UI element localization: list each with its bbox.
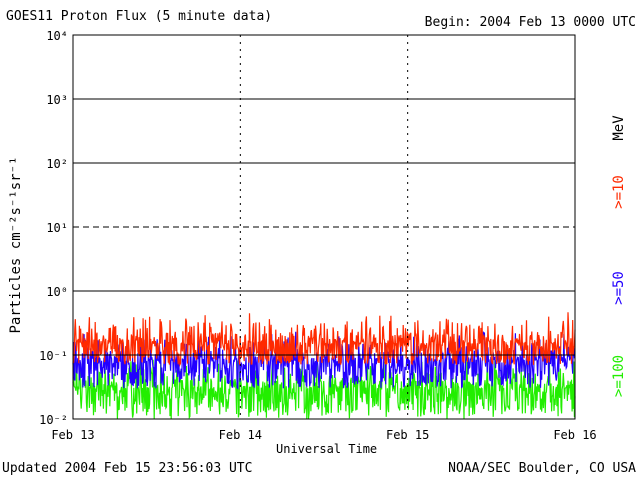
y-tick-label: 10¹ bbox=[46, 221, 68, 235]
x-tick-labels: Feb 13 Feb 14 Feb 15 Feb 16 bbox=[51, 428, 596, 442]
data-traces bbox=[72, 312, 576, 420]
x-tick-label: Feb 13 bbox=[51, 428, 94, 442]
y-tick-label: 10⁻² bbox=[39, 413, 68, 427]
x-tick-label: Feb 14 bbox=[219, 428, 262, 442]
y-tick-label: 10³ bbox=[46, 93, 68, 107]
y-tick-label: 10² bbox=[46, 157, 68, 171]
grid-lines bbox=[73, 35, 575, 419]
credit-label: NOAA/SEC Boulder, CO USA bbox=[448, 461, 636, 476]
begin-time: Begin: 2004 Feb 13 0000 UTC bbox=[424, 15, 636, 30]
x-axis-label: Universal Time bbox=[276, 442, 378, 456]
y-tick-label: 10⁻¹ bbox=[39, 349, 68, 363]
series-line bbox=[72, 357, 576, 420]
updated-time: Updated 2004 Feb 15 23:56:03 UTC bbox=[2, 461, 253, 476]
y-tick-labels: 10⁻² 10⁻¹ 10⁰ 10¹ 10² 10³ 10⁴ bbox=[39, 29, 79, 427]
legend-label-50mev: >=50 bbox=[611, 271, 627, 305]
y-axis-label: Particles cm⁻²s⁻¹sr⁻¹ bbox=[8, 156, 24, 333]
y-tick-label: 10⁰ bbox=[46, 285, 68, 299]
legend-label-10mev: >=10 bbox=[611, 175, 627, 209]
x-tick-label: Feb 15 bbox=[386, 428, 429, 442]
x-tick-label: Feb 16 bbox=[553, 428, 596, 442]
unit-label: MeV bbox=[611, 115, 627, 141]
y-tick-label: 10⁴ bbox=[46, 29, 68, 43]
series-line bbox=[72, 312, 576, 367]
legend-label-100mev: >=100 bbox=[611, 355, 627, 397]
chart-title: GOES11 Proton Flux (5 minute data) bbox=[6, 9, 273, 24]
